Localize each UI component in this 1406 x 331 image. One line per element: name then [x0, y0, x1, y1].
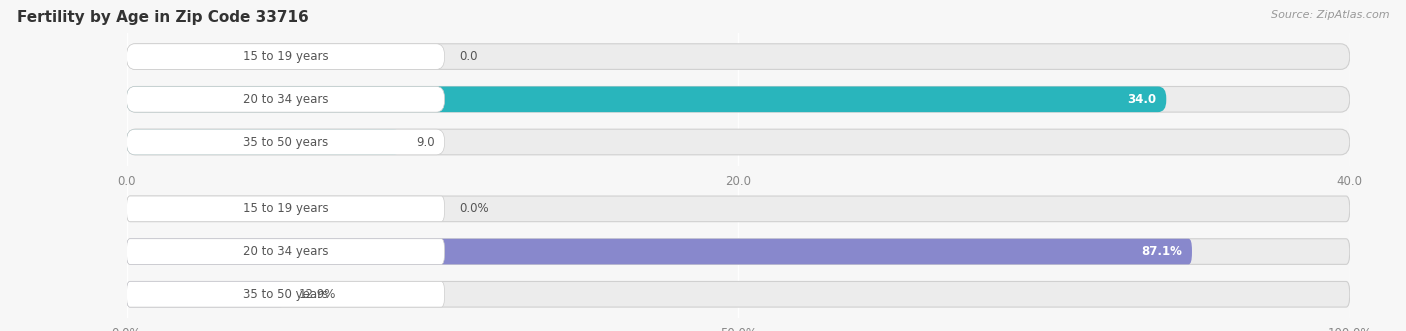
FancyBboxPatch shape: [127, 129, 1350, 155]
FancyBboxPatch shape: [127, 86, 1167, 112]
FancyBboxPatch shape: [127, 281, 444, 307]
Text: 9.0: 9.0: [416, 135, 434, 149]
FancyBboxPatch shape: [127, 239, 444, 264]
FancyBboxPatch shape: [127, 196, 444, 222]
FancyBboxPatch shape: [127, 86, 1350, 112]
FancyBboxPatch shape: [127, 129, 444, 155]
Text: Fertility by Age in Zip Code 33716: Fertility by Age in Zip Code 33716: [17, 10, 309, 25]
FancyBboxPatch shape: [127, 281, 1350, 307]
FancyBboxPatch shape: [127, 129, 402, 155]
Text: 20 to 34 years: 20 to 34 years: [243, 93, 329, 106]
Text: 12.9%: 12.9%: [299, 288, 336, 301]
Text: 34.0: 34.0: [1128, 93, 1157, 106]
Text: Source: ZipAtlas.com: Source: ZipAtlas.com: [1271, 10, 1389, 20]
Text: 15 to 19 years: 15 to 19 years: [243, 202, 329, 215]
FancyBboxPatch shape: [127, 196, 1350, 222]
FancyBboxPatch shape: [127, 44, 444, 70]
Text: 20 to 34 years: 20 to 34 years: [243, 245, 329, 258]
Text: 0.0%: 0.0%: [460, 202, 489, 215]
Text: 35 to 50 years: 35 to 50 years: [243, 135, 328, 149]
Text: 87.1%: 87.1%: [1142, 245, 1182, 258]
FancyBboxPatch shape: [127, 239, 1350, 264]
FancyBboxPatch shape: [127, 281, 284, 307]
Text: 0.0: 0.0: [460, 50, 478, 63]
FancyBboxPatch shape: [127, 44, 1350, 70]
FancyBboxPatch shape: [127, 239, 1192, 264]
Text: 35 to 50 years: 35 to 50 years: [243, 288, 328, 301]
FancyBboxPatch shape: [127, 86, 444, 112]
Text: 15 to 19 years: 15 to 19 years: [243, 50, 329, 63]
